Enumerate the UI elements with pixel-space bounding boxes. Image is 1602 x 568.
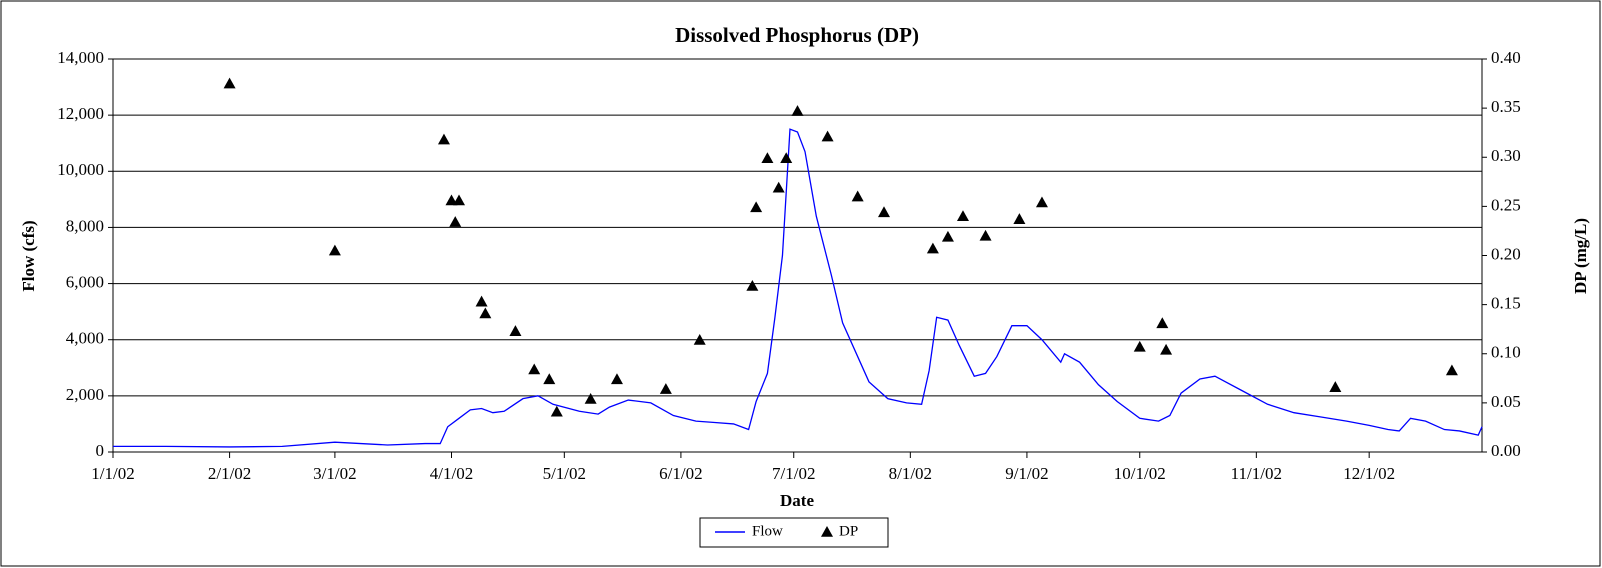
legend-marker xyxy=(821,526,833,537)
x-tick-label: 7/1/02 xyxy=(772,464,815,483)
y2-tick-label: 0.00 xyxy=(1491,441,1521,460)
dp-point xyxy=(851,190,864,202)
dp-point xyxy=(746,279,759,291)
dp-point xyxy=(475,295,488,307)
y2-tick-label: 0.35 xyxy=(1491,97,1521,116)
dp-point xyxy=(941,230,954,242)
x-tick-label: 12/1/02 xyxy=(1343,464,1395,483)
dp-point xyxy=(328,244,341,256)
dp-point xyxy=(453,194,466,206)
dp-point xyxy=(1156,317,1169,329)
y-tick-label: 2,000 xyxy=(66,385,104,404)
x-tick-label: 4/1/02 xyxy=(430,464,473,483)
y2-tick-label: 0.15 xyxy=(1491,294,1521,313)
y2-tick-label: 0.20 xyxy=(1491,244,1521,263)
dp-point xyxy=(509,325,522,336)
dp-point xyxy=(1160,343,1173,355)
y2-tick-label: 0.30 xyxy=(1491,146,1521,165)
dp-point xyxy=(1445,364,1458,376)
x-tick-label: 11/1/02 xyxy=(1231,464,1282,483)
x-tick-label: 9/1/02 xyxy=(1005,464,1048,483)
dp-point xyxy=(821,130,834,142)
y-tick-label: 12,000 xyxy=(57,104,104,123)
y-tick-label: 6,000 xyxy=(66,272,104,291)
y-axis-label: Flow (cfs) xyxy=(19,220,38,291)
dp-point xyxy=(878,206,891,218)
dp-point xyxy=(449,216,462,227)
dp-point xyxy=(659,383,672,394)
dp-point xyxy=(926,242,939,254)
dp-point xyxy=(543,373,556,385)
dp-point xyxy=(956,210,969,221)
x-tick-label: 3/1/02 xyxy=(313,464,356,483)
dp-point xyxy=(584,392,597,404)
y-tick-label: 4,000 xyxy=(66,329,104,348)
y2-tick-label: 0.05 xyxy=(1491,392,1521,411)
dp-point xyxy=(693,333,706,345)
y-tick-label: 0 xyxy=(96,441,105,460)
y2-tick-label: 0.40 xyxy=(1491,48,1521,67)
x-tick-label: 2/1/02 xyxy=(208,464,251,483)
dp-point xyxy=(780,152,793,164)
dp-point xyxy=(1133,340,1146,352)
y-tick-label: 14,000 xyxy=(57,48,104,67)
dp-point xyxy=(1329,381,1342,392)
x-tick-label: 1/1/02 xyxy=(91,464,134,483)
dp-point xyxy=(437,133,450,145)
x-tick-label: 5/1/02 xyxy=(543,464,586,483)
y2-tick-label: 0.25 xyxy=(1491,195,1521,214)
dp-point xyxy=(761,152,774,164)
dp-point xyxy=(479,307,492,319)
y-tick-label: 10,000 xyxy=(57,160,104,179)
dp-point xyxy=(445,194,458,206)
y-tick-label: 8,000 xyxy=(66,216,104,235)
y2-tick-label: 0.10 xyxy=(1491,343,1521,362)
x-tick-label: 10/1/02 xyxy=(1114,464,1166,483)
dp-point xyxy=(791,105,804,116)
chart-title: Dissolved Phosphorus (DP) xyxy=(675,23,919,47)
dp-point xyxy=(550,405,563,417)
dp-point xyxy=(750,201,763,213)
dp-point xyxy=(610,373,623,385)
y2-axis-label: DP (mg/L) xyxy=(1571,218,1590,294)
dp-point xyxy=(1013,213,1026,224)
legend-label: DP xyxy=(839,523,858,539)
dp-point xyxy=(223,77,236,89)
x-tick-label: 6/1/02 xyxy=(659,464,702,483)
x-tick-label: 8/1/02 xyxy=(889,464,932,483)
dp-point xyxy=(979,229,992,241)
dp-point xyxy=(772,181,785,193)
x-axis-label: Date xyxy=(780,491,814,510)
dp-point xyxy=(1035,196,1048,208)
flow-line xyxy=(113,128,1483,448)
dp-point xyxy=(528,363,541,375)
legend-label: Flow xyxy=(752,523,783,539)
